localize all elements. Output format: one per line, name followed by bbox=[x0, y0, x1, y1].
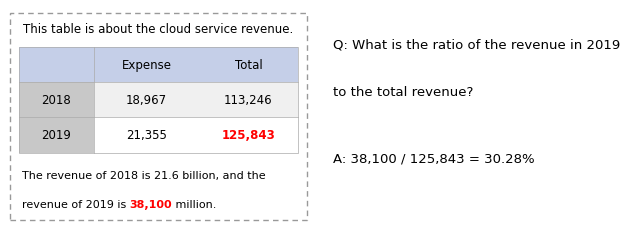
FancyBboxPatch shape bbox=[19, 48, 298, 83]
Text: A: 38,100 / 125,843 = 30.28%: A: 38,100 / 125,843 = 30.28% bbox=[333, 152, 534, 165]
FancyBboxPatch shape bbox=[95, 118, 298, 153]
Text: Q: What is the ratio of the revenue in 2019: Q: What is the ratio of the revenue in 2… bbox=[333, 38, 620, 52]
Text: Expense: Expense bbox=[122, 59, 172, 72]
Text: 113,246: 113,246 bbox=[224, 94, 273, 107]
FancyBboxPatch shape bbox=[19, 83, 95, 118]
Text: 38,100: 38,100 bbox=[129, 199, 172, 209]
Text: million.: million. bbox=[172, 199, 216, 209]
Text: The revenue of 2018 is 21.6 billion, and the: The revenue of 2018 is 21.6 billion, and… bbox=[22, 170, 265, 180]
FancyBboxPatch shape bbox=[10, 14, 307, 220]
Text: revenue of 2019 is: revenue of 2019 is bbox=[22, 199, 129, 209]
Text: 2019: 2019 bbox=[42, 129, 72, 142]
Text: This table is about the cloud service revenue.: This table is about the cloud service re… bbox=[23, 23, 294, 36]
Text: Total: Total bbox=[234, 59, 262, 72]
FancyBboxPatch shape bbox=[19, 118, 95, 153]
Text: 125,843: 125,843 bbox=[221, 129, 275, 142]
Text: 18,967: 18,967 bbox=[126, 94, 167, 107]
Text: 2018: 2018 bbox=[42, 94, 71, 107]
Text: to the total revenue?: to the total revenue? bbox=[333, 86, 473, 99]
Text: 21,355: 21,355 bbox=[126, 129, 167, 142]
FancyBboxPatch shape bbox=[95, 83, 298, 118]
